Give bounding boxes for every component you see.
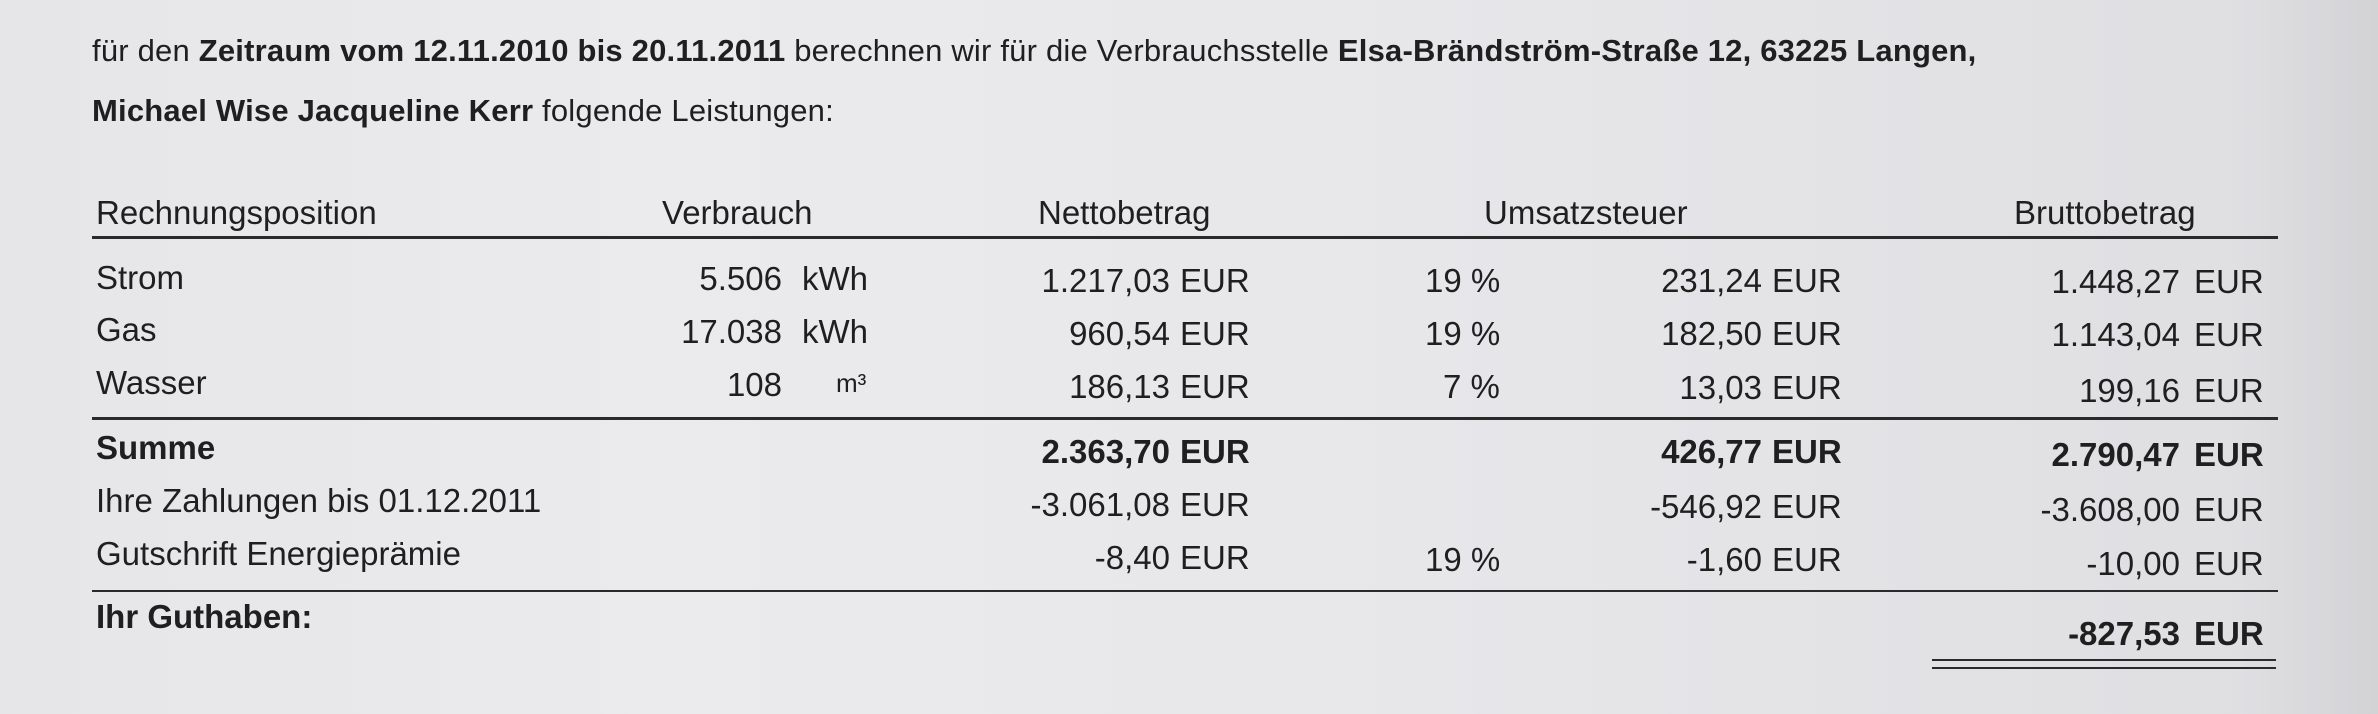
header-consumption: Verbrauch [662,194,813,231]
sum-net-currency: EUR [1180,433,1250,470]
paper-shadow [2238,0,2378,714]
sum-vat-currency: EUR [1772,433,1842,470]
balance-double-underline-bottom [1932,667,2276,669]
payments-vat-currency: EUR [1772,488,1842,525]
intro-middle: berechnen wir für die Verbrauchsstelle [785,33,1338,68]
credit-vat-currency: EUR [1772,541,1842,578]
row-gross: 1.143,04 [2051,316,2180,353]
payments-net-currency: EUR [1180,486,1250,523]
balance-rule [92,590,2278,592]
row-net-currency: EUR [1180,262,1250,299]
row-net-currency: EUR [1180,315,1250,352]
payments-vat: -546,92 [1650,488,1762,525]
row-net: 960,54 [1069,315,1170,352]
sum-gross: 2.790,47 [2051,436,2180,473]
row-gross-currency: EUR [2194,263,2264,300]
row-unit: kWh [802,313,868,350]
row-unit: m³ [836,368,867,398]
row-gross: 199,16 [2079,372,2180,409]
payments-label: Ihre Zahlungen bis 01.12.2011 [96,482,542,519]
service-address: Elsa-Brändström-Straße 12, 63225 Langen, [1337,33,1977,68]
balance-gross: -827,53 [2068,615,2180,652]
row-gross-currency: EUR [2194,316,2264,353]
row-vat-rate: 7 % [1443,368,1500,405]
row-vat-currency: EUR [1772,315,1842,352]
row-vat-rate: 19 % [1425,262,1501,299]
table-header-rule [92,236,2278,239]
payments-gross: -3.608,00 [2040,491,2180,528]
row-vat-currency: EUR [1772,262,1842,299]
credit-net-currency: EUR [1180,539,1250,576]
row-unit: kWh [802,260,868,297]
payments-net: -3.061,08 [1030,486,1170,523]
row-gross-currency: EUR [2194,372,2264,409]
row-vat: 231,24 [1661,262,1762,299]
credit-vat-rate: 19 % [1425,541,1501,578]
row-label: Wasser [96,364,207,401]
sum-net: 2.363,70 [1041,433,1170,470]
row-vat: 13,03 [1679,369,1762,406]
row-label: Gas [96,311,157,348]
row-label: Strom [96,259,185,296]
row-consumption: 5.506 [699,260,782,297]
row-net: 186,13 [1069,368,1170,405]
credit-gross: -10,00 [2086,545,2180,582]
row-net-currency: EUR [1180,368,1250,405]
row-vat: 182,50 [1661,315,1762,352]
credit-gross-currency: EUR [2194,545,2264,582]
sum-vat: 426,77 [1661,433,1762,470]
credit-net: -8,40 [1094,539,1170,576]
sum-gross-currency: EUR [2194,436,2264,473]
header-gross: Bruttobetrag [2014,194,2196,231]
credit-vat: -1,60 [1686,541,1762,578]
intro-line-2: Michael Wise Jacqueline Kerr folgende Le… [92,93,834,129]
header-position: Rechnungsposition [96,194,377,231]
balance-gross-currency: EUR [2194,615,2264,652]
sum-label: Summe [96,429,216,466]
intro-prefix: für den [92,33,199,68]
row-gross: 1.448,27 [2051,263,2180,300]
credit-label: Gutschrift Energieprämie [96,535,461,572]
row-vat-currency: EUR [1772,369,1842,406]
row-consumption: 17.038 [681,313,782,350]
balance-double-underline-top [1932,659,2276,661]
balance-label: Ihr Guthaben: [96,598,313,635]
row-net: 1.217,03 [1041,262,1170,299]
customer-names: Michael Wise Jacqueline Kerr [92,93,534,128]
billing-period: Zeitraum vom 12.11.2010 bis 20.11.2011 [198,33,786,68]
header-net: Nettobetrag [1038,194,1211,231]
row-vat-rate: 19 % [1425,315,1501,352]
sum-rule [92,417,2278,420]
header-vat: Umsatzsteuer [1484,194,1688,231]
row-consumption: 108 [726,366,782,403]
payments-gross-currency: EUR [2194,491,2264,528]
intro-suffix: folgende Leistungen: [533,93,834,128]
intro-line-1: für den Zeitraum vom 12.11.2010 bis 20.1… [92,33,1977,69]
